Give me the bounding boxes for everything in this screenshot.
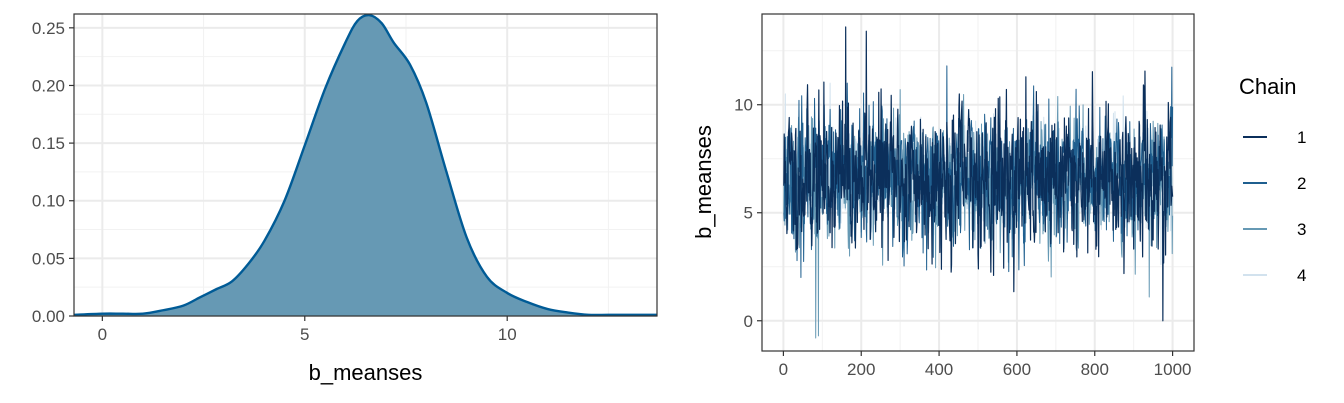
trace-x-tick-label: 400 — [925, 360, 953, 379]
legend-label-chain-4: 4 — [1297, 266, 1306, 285]
legend-label-chain-2: 2 — [1297, 174, 1306, 193]
trace-panel-border — [761, 13, 1195, 352]
trace-series-chain-1 — [783, 26, 1174, 322]
density-panel-border — [73, 13, 658, 317]
trace-y-tick-label: 10 — [734, 96, 753, 115]
trace-marks — [783, 26, 1174, 339]
density-ticks: 0 5 10 0.00 0.05 0.10 0.15 0.20 0.25 — [32, 19, 517, 344]
legend-label-chain-1: 1 — [1297, 128, 1306, 147]
legend-title: Chain — [1239, 74, 1296, 99]
trace-x-tick-label: 800 — [1081, 360, 1109, 379]
density-x-tick-label: 0 — [98, 325, 107, 344]
density-line — [73, 13, 657, 317]
trace-panel: 0 200 400 600 800 1000 0 5 10 b_meanses — [691, 13, 1195, 379]
trace-x-tick-label: 0 — [779, 360, 788, 379]
density-x-axis-title: b_meanses — [309, 360, 423, 385]
trace-x-tick-label: 200 — [847, 360, 875, 379]
density-panel: 0 5 10 0.00 0.05 0.10 0.15 0.20 0.25 b_meanses — [32, 13, 658, 385]
legend-items: 1 2 3 4 — [1243, 128, 1306, 285]
legend-label-chain-3: 3 — [1297, 220, 1306, 239]
density-y-tick-label: 0.15 — [32, 134, 65, 153]
trace-y-tick-label: 0 — [744, 312, 753, 331]
density-x-tick-label: 5 — [300, 325, 309, 344]
trace-y-axis-title: b_meanses — [691, 125, 716, 239]
density-y-tick-label: 0.20 — [32, 76, 65, 95]
trace-ticks: 0 200 400 600 800 1000 0 5 10 — [734, 96, 1191, 379]
trace-x-tick-label: 1000 — [1154, 360, 1192, 379]
density-y-tick-label: 0.10 — [32, 192, 65, 211]
density-y-tick-label: 0.25 — [32, 19, 65, 38]
trace-x-tick-label: 600 — [1003, 360, 1031, 379]
density-y-tick-label: 0.05 — [32, 249, 65, 268]
density-x-tick-label: 10 — [498, 325, 517, 344]
density-marks — [73, 13, 657, 317]
density-area — [74, 15, 657, 316]
trace-y-tick-label: 5 — [744, 204, 753, 223]
density-y-tick-label: 0.00 — [32, 307, 65, 326]
legend: Chain 1 2 3 4 — [1239, 74, 1306, 285]
